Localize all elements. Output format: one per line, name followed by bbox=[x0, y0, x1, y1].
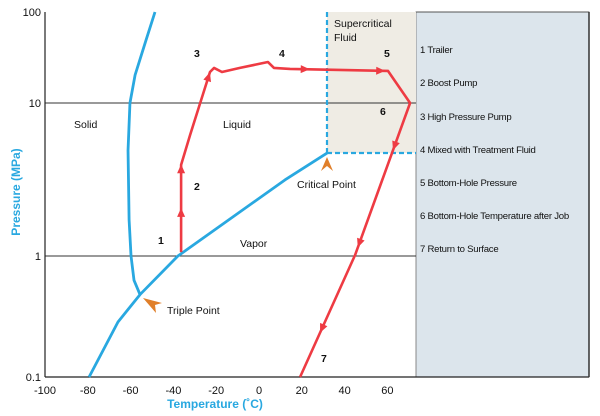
legend-item: 2 Boost Pump bbox=[420, 78, 477, 89]
legend-item: 5 Bottom-Hole Pressure bbox=[420, 178, 517, 189]
y-tick-label: 0.1 bbox=[26, 372, 41, 384]
step-number-2: 2 bbox=[194, 181, 200, 193]
direction-arrow-icon bbox=[320, 322, 328, 333]
legend-item: 6 Bottom-Hole Temperature after Job bbox=[420, 211, 569, 222]
vapor-label: Vapor bbox=[240, 238, 268, 250]
step-number-6: 6 bbox=[380, 106, 386, 118]
direction-arrow-icon bbox=[177, 207, 186, 217]
legend-item: 7 Return to Surface bbox=[420, 244, 498, 255]
supercritical-label-line2: Fluid bbox=[334, 32, 357, 44]
step-number-4: 4 bbox=[279, 48, 285, 60]
x-tick-label: -60 bbox=[123, 385, 139, 397]
x-tick-label: -80 bbox=[80, 385, 96, 397]
direction-arrow-icon bbox=[177, 164, 186, 174]
step-number-3: 3 bbox=[194, 48, 200, 60]
direction-arrow-icon bbox=[376, 66, 386, 75]
y-tick-label: 100 bbox=[23, 7, 41, 19]
direction-arrow-icon bbox=[357, 237, 365, 248]
critical-point-pointer-icon bbox=[321, 157, 333, 171]
critical-point-label: Critical Point bbox=[297, 179, 356, 191]
melting-curve-line bbox=[126, 11, 157, 296]
x-axis-title: Temperature (˚C) bbox=[167, 397, 263, 411]
y-tick-label: 1 bbox=[35, 251, 41, 263]
y-tick-label: 10 bbox=[29, 98, 41, 110]
x-tick-label: 20 bbox=[296, 385, 308, 397]
step-number-1: 1 bbox=[158, 235, 164, 247]
legend-item: 3 High Pressure Pump bbox=[420, 112, 512, 123]
direction-arrow-icon bbox=[392, 140, 400, 151]
y-axis-title: Pressure (MPa) bbox=[9, 148, 23, 235]
step-number-5: 5 bbox=[384, 48, 390, 60]
direction-arrow-icon bbox=[203, 72, 212, 83]
direction-arrow-icon bbox=[300, 65, 310, 74]
x-tick-label: -40 bbox=[165, 385, 181, 397]
x-tick-label: -100 bbox=[34, 385, 56, 397]
triple-point-label: Triple Point bbox=[167, 305, 220, 317]
legend-panel bbox=[415, 11, 590, 378]
supercritical-label: Supercritical bbox=[334, 18, 392, 30]
vapor-pressure-curve-line bbox=[87, 151, 328, 378]
x-tick-label: 40 bbox=[338, 385, 350, 397]
liquid-label: Liquid bbox=[223, 119, 251, 131]
x-tick-label: 60 bbox=[381, 385, 393, 397]
treatment-path-line bbox=[179, 60, 412, 378]
legend-item: 1 Trailer bbox=[420, 45, 453, 56]
legend-item: 4 Mixed with Treatment Fluid bbox=[420, 145, 536, 156]
x-tick-label: 0 bbox=[256, 385, 262, 397]
x-tick-label: -20 bbox=[208, 385, 224, 397]
step-number-7: 7 bbox=[321, 353, 327, 365]
triple-point-pointer-icon bbox=[143, 298, 162, 313]
solid-label: Solid bbox=[74, 119, 98, 131]
